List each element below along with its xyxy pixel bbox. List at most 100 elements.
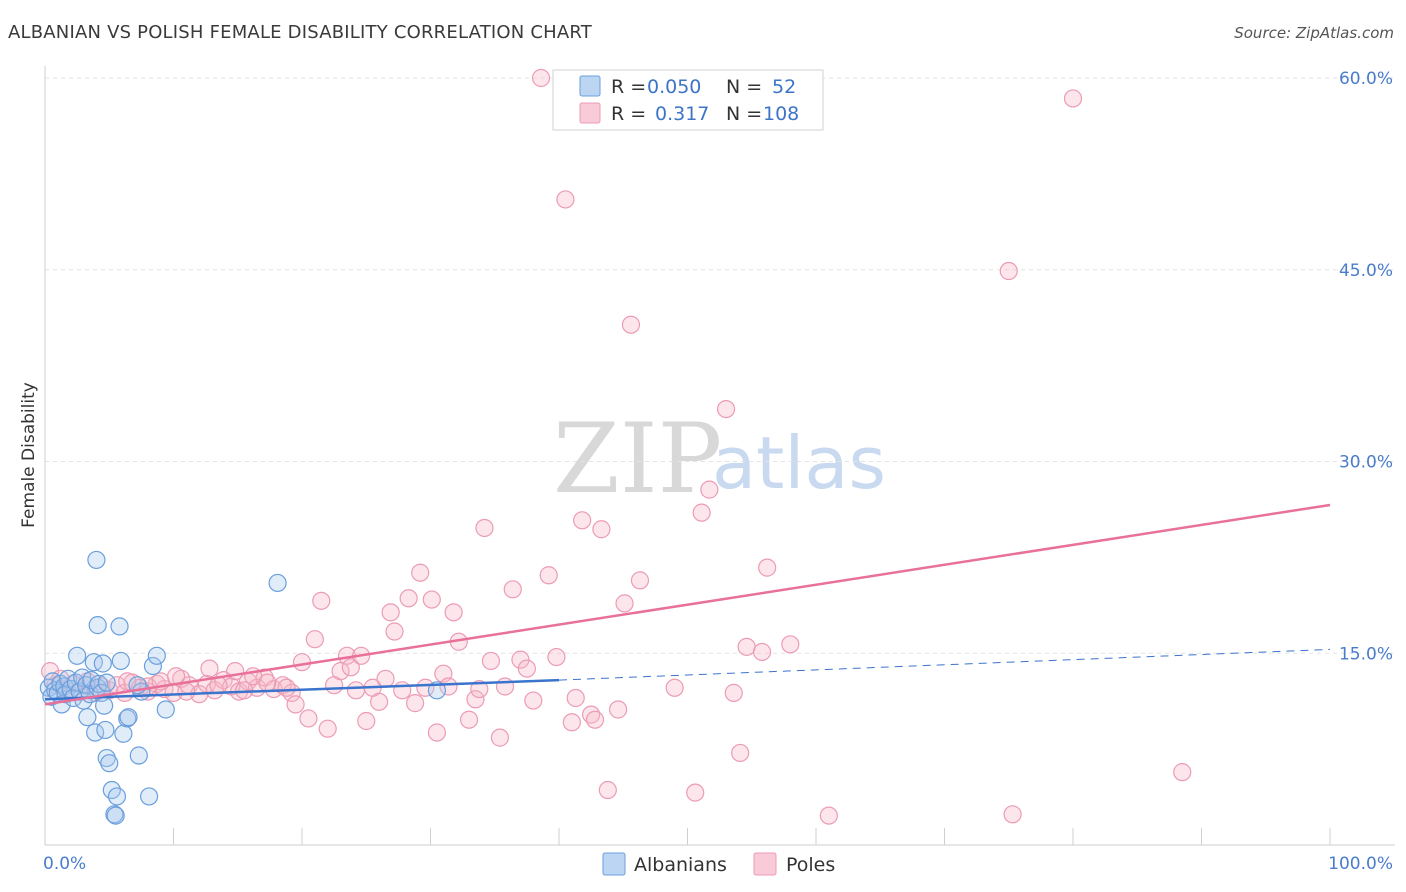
albanians-series xyxy=(39,550,447,825)
data-point-albanians xyxy=(88,616,107,635)
data-point-poles xyxy=(517,659,536,678)
data-point-poles xyxy=(531,68,551,88)
data-point-poles xyxy=(686,783,705,802)
trend-lines xyxy=(44,503,1331,706)
data-point-poles xyxy=(737,637,756,656)
data-point-poles xyxy=(547,647,566,667)
data-point-albanians xyxy=(118,709,137,728)
data-point-poles xyxy=(282,683,301,702)
data-point-poles xyxy=(376,669,395,688)
trend-line-albanians xyxy=(44,678,560,701)
watermark-zip: ZIP xyxy=(553,403,722,515)
legend-r-value: 0.317 xyxy=(655,103,709,125)
grid-lines xyxy=(45,77,1395,654)
data-point-albanians xyxy=(95,696,114,715)
data-point-poles xyxy=(200,659,219,678)
data-point-poles xyxy=(566,688,585,708)
data-point-poles xyxy=(118,672,137,691)
data-point-albanians xyxy=(78,708,97,727)
data-point-albanians xyxy=(268,573,287,593)
data-point-albanians xyxy=(111,651,130,671)
data-point-poles xyxy=(630,571,650,590)
data-point-poles xyxy=(444,603,463,622)
data-point-poles xyxy=(621,315,641,334)
data-point-poles xyxy=(318,719,337,738)
data-point-poles xyxy=(381,603,400,622)
data-point-poles xyxy=(299,709,318,728)
legend-n-value: 108 xyxy=(763,103,799,125)
data-point-poles xyxy=(470,679,489,699)
data-point-albanians xyxy=(93,654,112,673)
data-point-poles xyxy=(615,594,634,613)
bottom-legend: Albanians Poles xyxy=(602,852,835,876)
data-point-poles xyxy=(286,695,305,714)
data-point-poles xyxy=(503,580,522,599)
data-point-poles xyxy=(999,261,1018,281)
data-point-poles xyxy=(598,780,617,800)
data-point-poles xyxy=(609,700,628,719)
legend-r-label: R = xyxy=(611,76,646,98)
data-point-poles xyxy=(592,520,611,539)
x-tick-label: 100.0% xyxy=(1328,854,1393,874)
legend-r-label: R = xyxy=(611,103,646,125)
y-axis-title: Female Disability xyxy=(19,382,39,528)
data-point-poles xyxy=(439,677,458,696)
chart-title: ALBANIAN VS POLISH FEMALE DISABILITY COR… xyxy=(8,22,592,43)
data-point-poles xyxy=(357,711,376,731)
legend: R = 0.050 N = 52 R = 0.317 N = 108 xyxy=(552,69,824,131)
data-point-albanians xyxy=(105,805,124,824)
data-point-poles xyxy=(665,678,684,697)
data-point-poles xyxy=(258,673,277,692)
data-point-poles xyxy=(370,692,389,711)
data-point-albanians xyxy=(119,708,138,727)
data-point-albanians xyxy=(106,806,125,825)
data-point-poles xyxy=(562,713,581,732)
legend-swatch-poles xyxy=(579,102,601,124)
data-point-poles xyxy=(731,743,750,763)
data-point-poles xyxy=(385,622,404,641)
data-point-albanians xyxy=(96,720,115,740)
y-tick-label: 30.0% xyxy=(1339,453,1393,473)
data-point-poles xyxy=(292,653,312,672)
bottom-legend-swatch-poles xyxy=(753,852,777,876)
data-point-poles xyxy=(819,806,838,825)
data-point-poles xyxy=(752,642,772,662)
axes xyxy=(44,66,1395,846)
data-point-albanians xyxy=(156,700,175,719)
x-tick-labels: 0.0% 100.0% xyxy=(43,854,1393,874)
data-point-poles xyxy=(475,518,494,538)
data-point-poles xyxy=(427,723,447,742)
x-tick-label: 0.0% xyxy=(43,854,86,874)
poles-series xyxy=(41,68,1192,825)
bottom-legend-albanians: Albanians xyxy=(634,854,727,876)
data-point-poles xyxy=(1063,89,1083,108)
data-point-albanians xyxy=(68,646,87,665)
legend-r-value: 0.050 xyxy=(647,76,701,98)
y-tick-labels: 15.0% 30.0% 45.0% 60.0% xyxy=(1339,69,1393,664)
y-tick-label: 60.0% xyxy=(1339,69,1393,89)
data-point-poles xyxy=(393,681,412,700)
data-point-albanians xyxy=(143,656,163,676)
data-point-poles xyxy=(405,694,425,713)
data-point-poles xyxy=(466,690,485,709)
data-point-poles xyxy=(724,683,743,702)
data-point-poles xyxy=(716,399,736,419)
data-point-poles xyxy=(416,678,435,697)
source-label: Source: ZipAtlas.com xyxy=(1234,24,1394,42)
data-point-poles xyxy=(481,651,500,671)
data-point-poles xyxy=(781,635,800,654)
legend-n-label: N = xyxy=(726,76,762,98)
data-point-albanians xyxy=(87,550,106,570)
data-point-albanians xyxy=(110,617,129,636)
y-tick-label: 45.0% xyxy=(1339,261,1393,281)
data-point-poles xyxy=(312,591,331,610)
data-point-poles xyxy=(556,190,575,209)
data-point-albanians xyxy=(114,724,133,743)
data-point-albanians xyxy=(97,748,116,768)
legend-n-value: 52 xyxy=(772,76,796,98)
data-point-poles xyxy=(341,658,360,677)
data-point-poles xyxy=(331,662,350,681)
data-point-poles xyxy=(177,682,196,701)
data-point-poles xyxy=(277,678,296,697)
